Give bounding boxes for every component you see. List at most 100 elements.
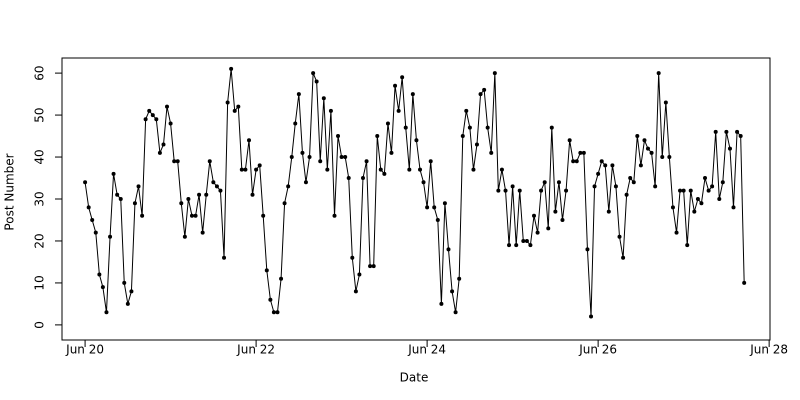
data-point: [464, 108, 469, 113]
data-point: [214, 184, 219, 189]
data-point: [239, 167, 244, 172]
data-point: [271, 310, 276, 315]
data-point: [189, 213, 194, 218]
data-point: [599, 159, 604, 164]
data-point: [200, 230, 205, 235]
data-point: [328, 108, 333, 113]
data-point: [460, 134, 465, 139]
y-tick-label: 20: [33, 233, 47, 248]
data-point: [581, 150, 586, 155]
data-point: [122, 280, 127, 285]
data-point: [649, 150, 654, 155]
data-point: [332, 213, 337, 218]
data-point: [364, 159, 369, 164]
y-tick-label: 30: [33, 191, 47, 206]
y-axis-label: Post Number: [3, 153, 17, 230]
data-point: [606, 209, 611, 214]
data-point: [610, 163, 615, 168]
data-point: [353, 289, 358, 294]
x-tick-label: Jun 22: [236, 343, 275, 357]
data-point: [132, 201, 137, 206]
data-point: [303, 180, 308, 185]
data-point: [414, 138, 419, 143]
data-point: [507, 243, 512, 248]
data-point: [193, 213, 198, 218]
data-point: [578, 150, 583, 155]
data-point: [432, 205, 437, 210]
data-point: [492, 71, 497, 76]
data-point: [503, 188, 508, 193]
data-point: [343, 155, 348, 160]
data-point: [129, 289, 134, 294]
data-point: [624, 192, 629, 197]
data-point: [517, 188, 522, 193]
data-point: [667, 155, 672, 160]
data-point: [218, 188, 223, 193]
data-point: [735, 129, 740, 134]
data-point: [603, 163, 608, 168]
data-point: [186, 197, 191, 201]
data-point: [692, 209, 697, 214]
data-point: [706, 188, 711, 193]
x-tick-label: Jun 20: [65, 343, 104, 357]
data-point: [211, 180, 216, 185]
data-point: [100, 285, 105, 290]
data-point: [336, 134, 341, 139]
data-point: [532, 213, 536, 218]
data-point: [521, 238, 526, 243]
y-tick-label: 50: [33, 107, 47, 122]
data-point: [311, 71, 316, 76]
data-point: [720, 180, 725, 185]
y-tick-label: 0: [33, 321, 47, 329]
data-point: [97, 272, 102, 277]
data-point: [368, 264, 373, 269]
y-tick-label: 10: [33, 275, 47, 290]
data-point: [574, 159, 579, 164]
data-point: [446, 247, 451, 252]
data-point: [631, 180, 636, 185]
data-point: [467, 125, 472, 130]
data-point: [457, 276, 462, 281]
data-point: [638, 163, 643, 168]
data-point: [613, 184, 618, 189]
data-point: [596, 171, 601, 176]
data-point: [289, 155, 294, 160]
data-point: [275, 310, 280, 315]
data-point: [542, 180, 547, 185]
data-point: [222, 255, 227, 260]
data-point: [546, 226, 551, 231]
data-point: [254, 167, 259, 172]
data-point: [225, 100, 230, 105]
data-point: [204, 192, 209, 197]
data-point: [717, 197, 722, 201]
data-point: [104, 310, 109, 315]
data-point: [738, 134, 743, 139]
data-point: [229, 66, 234, 71]
data-point: [161, 142, 166, 147]
data-point: [118, 197, 123, 201]
data-point: [731, 205, 736, 210]
data-point: [357, 272, 362, 277]
data-point: [147, 108, 152, 113]
data-point: [268, 297, 273, 302]
data-point: [724, 129, 729, 134]
data-point: [453, 310, 458, 315]
y-tick-label: 60: [33, 65, 47, 80]
data-point: [656, 71, 661, 76]
data-point: [592, 184, 597, 189]
data-point: [400, 75, 405, 80]
data-point: [296, 92, 301, 97]
x-tick-label: Jun 24: [407, 343, 446, 357]
data-point: [571, 159, 576, 164]
data-point: [150, 113, 155, 118]
data-point: [143, 117, 148, 122]
data-point: [471, 167, 476, 172]
data-point: [165, 104, 170, 109]
data-point: [321, 96, 326, 101]
data-point: [670, 205, 675, 210]
data-point: [428, 159, 433, 164]
data-point: [286, 184, 291, 189]
data-point: [168, 121, 173, 126]
data-point: [396, 108, 401, 113]
data-point: [90, 217, 95, 222]
